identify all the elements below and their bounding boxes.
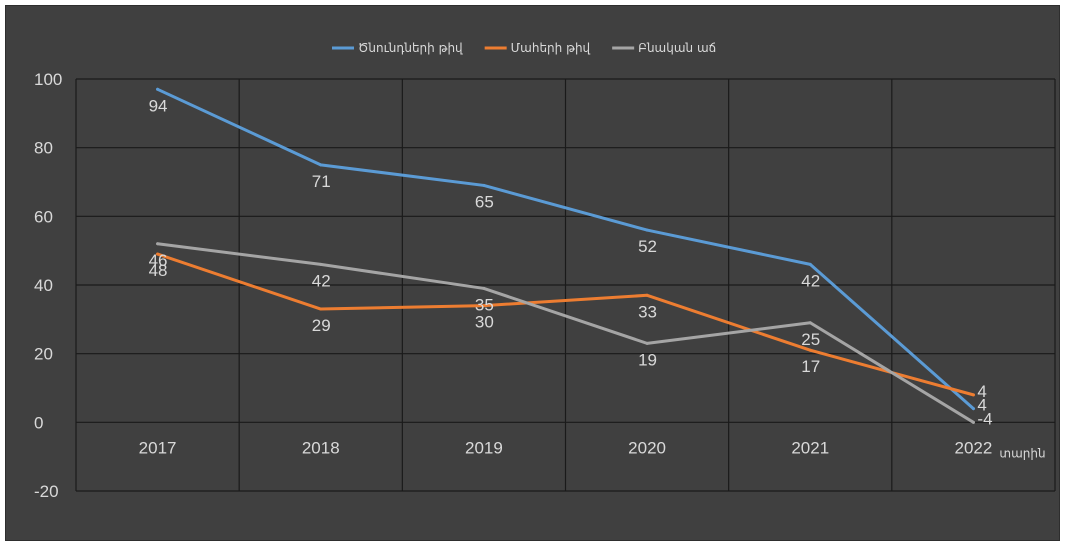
data-label: 29 <box>312 316 331 335</box>
data-labels: 94 71 65 52 42 4 48 29 30 33 17 4 46 42 35 19 25 -4 <box>149 96 993 428</box>
data-point <box>319 262 323 266</box>
y-tick-label: 40 <box>34 276 53 295</box>
y-tick-label: 0 <box>34 413 43 432</box>
y-tick-label: -20 <box>34 482 59 501</box>
data-label: 46 <box>149 251 168 270</box>
x-axis-title: տարին <box>999 446 1045 460</box>
data-point <box>482 183 486 187</box>
data-point <box>971 393 975 397</box>
x-tick-label: 2022 <box>955 438 993 457</box>
data-point <box>156 87 160 91</box>
legend-entry: Ծնունդների թիվ <box>358 41 463 55</box>
data-point <box>482 304 486 308</box>
legend-entry: Մահերի թիվ <box>511 41 591 55</box>
data-label: 42 <box>312 271 331 290</box>
data-point <box>971 407 975 411</box>
data-label: 71 <box>312 172 331 191</box>
data-point <box>808 348 812 352</box>
data-label: -4 <box>977 409 992 428</box>
data-label: 25 <box>801 330 820 349</box>
chart-frame: -20 0 20 40 60 80 100 2017 2018 2019 2020 2021 2022 … <box>5 5 1060 541</box>
x-tick-label: 2021 <box>791 438 829 457</box>
axis-tick-labels: -20 0 20 40 60 80 100 2017 2018 2019 2020 2021 2022 <box>34 70 992 501</box>
data-label: 42 <box>801 271 820 290</box>
data-point <box>645 341 649 345</box>
series-line <box>156 242 975 424</box>
x-tick-label: 2017 <box>139 438 177 457</box>
data-point <box>645 293 649 297</box>
y-tick-label: 60 <box>34 207 53 226</box>
data-label: 4 <box>977 382 986 401</box>
data-point <box>156 242 160 246</box>
y-tick-label: 20 <box>34 345 53 364</box>
data-label: 30 <box>475 313 494 332</box>
x-tick-label: 2020 <box>628 438 666 457</box>
data-label: 19 <box>638 350 657 369</box>
data-point <box>808 321 812 325</box>
data-point <box>319 163 323 167</box>
data-label: 48 <box>149 261 168 280</box>
data-point <box>808 262 812 266</box>
data-label: 65 <box>475 192 494 211</box>
data-point <box>645 228 649 232</box>
y-tick-label: 80 <box>34 139 53 158</box>
data-label: 35 <box>475 295 494 314</box>
data-label: 17 <box>801 357 820 376</box>
data-point <box>319 307 323 311</box>
data-label: 94 <box>149 96 168 115</box>
data-label: 4 <box>977 396 986 415</box>
legend-entry: Բնական աճ <box>638 41 716 55</box>
series-lines <box>156 87 975 424</box>
data-point <box>156 252 160 256</box>
legend: Ծնունդների թիվ Մահերի թիվ Բնական աճ <box>332 41 716 55</box>
grid-lines <box>75 78 1056 492</box>
data-label: 33 <box>638 302 657 321</box>
data-point <box>971 420 975 424</box>
series-line <box>156 87 975 411</box>
series-line <box>156 252 975 397</box>
data-point <box>482 286 486 290</box>
y-tick-label: 100 <box>34 70 62 89</box>
x-tick-label: 2018 <box>302 438 340 457</box>
data-label: 52 <box>638 237 657 256</box>
x-tick-label: 2019 <box>465 438 503 457</box>
